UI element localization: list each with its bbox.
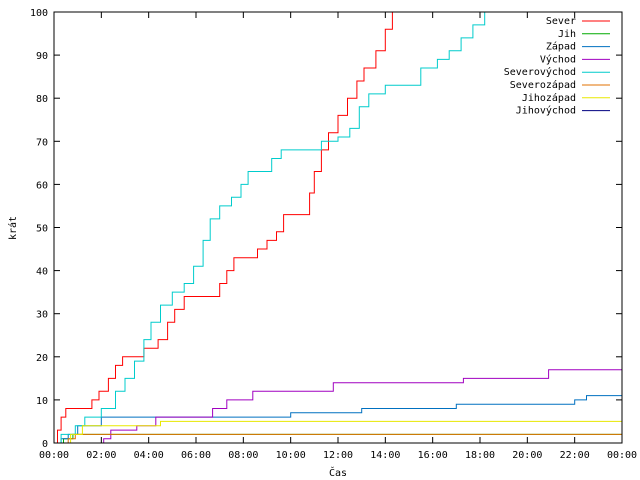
y-tick-label: 30 <box>36 310 48 321</box>
legend: Sever JihZápadVýchodSeverovýchodSeverozáp… <box>504 16 610 117</box>
y-tick-label: 90 <box>36 51 48 62</box>
x-tick-label: 08:00 <box>228 450 258 461</box>
x-tick-label: 06:00 <box>181 450 211 461</box>
y-tick-label: 40 <box>36 267 48 278</box>
legend-label: Jih <box>558 29 576 40</box>
x-tick-label: 00:00 <box>607 450 637 461</box>
legend-label: Severovýchod <box>504 66 576 78</box>
x-tick-label: 02:00 <box>86 450 116 461</box>
legend-label: Západ <box>546 41 576 53</box>
x-tick-label: 16:00 <box>418 450 448 461</box>
series-line-6 <box>54 420 622 444</box>
series-line-2 <box>54 395 622 444</box>
y-tick-label: 80 <box>36 94 48 105</box>
x-tick-label: 04:00 <box>134 450 164 461</box>
y-axis-label: krát <box>7 216 19 240</box>
legend-label: Severozápad <box>510 79 576 91</box>
x-tick-label: 00:00 <box>39 450 69 461</box>
x-tick-label: 18:00 <box>465 450 495 461</box>
y-axis: 0 10 20 30 40 50 60 70 80 90 100 <box>30 8 622 450</box>
x-axis-label: Čas <box>329 466 347 479</box>
series-line-0 <box>54 12 393 444</box>
y-tick-label: 10 <box>36 396 48 407</box>
x-tick-label: 14:00 <box>370 450 400 461</box>
y-tick-label: 60 <box>36 180 48 191</box>
x-tick-label: 22:00 <box>560 450 590 461</box>
x-tick-label: 10:00 <box>276 450 306 461</box>
y-tick-label: 100 <box>30 8 48 19</box>
y-tick-label: 50 <box>36 224 48 235</box>
legend-label: Sever <box>546 16 576 27</box>
y-tick-label: 0 <box>42 439 48 450</box>
x-tick-label: 20:00 <box>512 450 542 461</box>
x-tick-label: 12:00 <box>323 450 353 461</box>
y-tick-label: 20 <box>36 353 48 364</box>
x-axis: 00:00 02:00 04:00 06:00 08:00 10:00 12:00 14:00… <box>39 12 637 461</box>
legend-label: Jihovýchod <box>516 105 576 117</box>
series-line-4 <box>54 12 486 444</box>
series-line-3 <box>54 369 622 444</box>
legend-label: Jihozápad <box>522 92 576 104</box>
legend-label: Východ <box>540 53 576 65</box>
y-tick-label: 70 <box>36 137 48 148</box>
